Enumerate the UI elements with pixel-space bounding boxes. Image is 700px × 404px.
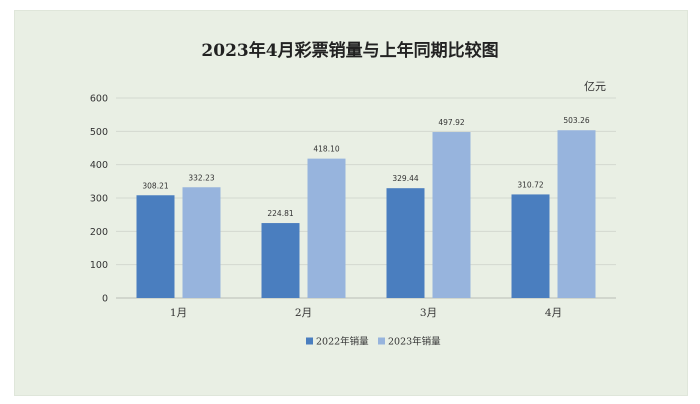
legend-label-2: 2023年销量 — [388, 336, 441, 348]
bar-2022-2 — [261, 223, 300, 298]
y-tick-label: 100 — [90, 260, 108, 271]
x-tick-label: 1月 — [170, 307, 187, 319]
x-axis-ticks: 1月 2月 3月 4月 — [170, 307, 562, 319]
y-tick-label: 300 — [90, 194, 108, 205]
data-label: 329.44 — [392, 174, 418, 183]
y-axis-ticks: 0 100 200 300 400 500 600 — [90, 94, 108, 305]
x-tick-label: 2月 — [295, 307, 312, 319]
data-label: 308.21 — [142, 181, 168, 190]
y-tick-label: 200 — [90, 227, 108, 238]
bar-2022-3 — [386, 188, 425, 298]
y-tick-label: 600 — [90, 94, 108, 105]
bar-2023-4 — [557, 130, 596, 298]
y-tick-label: 500 — [90, 127, 108, 138]
bar-2023-3 — [432, 132, 471, 298]
bar-2022-1 — [136, 195, 175, 298]
x-tick-label: 3月 — [420, 307, 437, 319]
data-label: 224.81 — [267, 209, 293, 218]
legend-swatch-2 — [378, 337, 385, 345]
y-unit-label: 亿元 — [584, 80, 606, 93]
bar-2023-2 — [307, 158, 346, 298]
chart-title: 2023年4月彩票销量与上年同期比较图 — [201, 40, 498, 61]
data-label: 503.26 — [563, 116, 589, 125]
data-label: 497.92 — [438, 118, 464, 127]
data-label: 310.72 — [517, 180, 543, 189]
bars: 308.21 332.23 224.81 418.10 329.44 497.92 310.… — [136, 116, 596, 298]
legend-swatch-1 — [306, 337, 313, 345]
x-tick-label: 4月 — [545, 307, 562, 319]
bar-2023-1 — [182, 187, 221, 298]
data-label: 418.10 — [313, 145, 339, 154]
legend-label-1: 2022年销量 — [316, 336, 369, 348]
y-tick-label: 0 — [102, 294, 108, 305]
y-tick-label: 400 — [90, 160, 108, 171]
data-label: 332.23 — [188, 173, 214, 182]
bar-2022-4 — [511, 194, 550, 298]
legend: 2022年销量 2023年销量 — [306, 336, 441, 348]
